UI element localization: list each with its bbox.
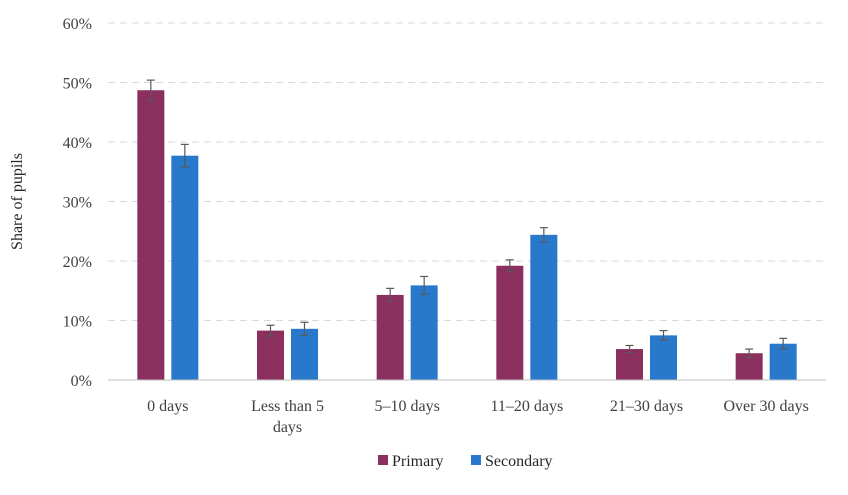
y-tick-label: 60% xyxy=(63,16,92,33)
x-tick-label: 21–30 days xyxy=(610,398,683,415)
legend-swatch xyxy=(378,455,388,465)
legend-item-secondary: Secondary xyxy=(471,453,553,470)
bar-secondary xyxy=(291,328,318,380)
error-bar xyxy=(300,321,309,336)
y-tick-label: 10% xyxy=(63,314,92,331)
bars xyxy=(137,90,797,381)
error-bar xyxy=(779,337,788,350)
bar-primary xyxy=(376,294,404,380)
error-bar xyxy=(266,324,275,337)
legend-swatch xyxy=(471,455,481,465)
bar-primary xyxy=(257,330,284,380)
x-tick-label: 5–10 days xyxy=(375,398,440,415)
legend: Primary Secondary xyxy=(378,453,553,470)
legend-label: Primary xyxy=(392,453,444,470)
y-tick-labels: 0% 10% 20% 30% 40% 50% 60% xyxy=(63,16,92,390)
x-tick-label: Less than 5 days xyxy=(251,398,324,436)
bar-secondary xyxy=(769,343,797,380)
bar-primary xyxy=(137,90,165,381)
y-tick-label: 20% xyxy=(63,254,92,271)
error-bars xyxy=(146,79,788,358)
x-tick-labels: 0 days Less than 5 days 5–10 days 11–20 days… xyxy=(147,398,809,436)
error-bar xyxy=(420,275,429,295)
bar-secondary xyxy=(530,234,558,380)
y-tick-label: 0% xyxy=(71,373,92,390)
legend-label: Secondary xyxy=(485,453,553,470)
error-bar xyxy=(505,259,514,273)
y-axis-label: Share of pupils xyxy=(9,153,26,250)
error-bar xyxy=(539,227,548,243)
error-bar xyxy=(745,348,754,358)
error-bar xyxy=(180,143,189,168)
error-bar xyxy=(625,344,634,354)
bar-primary xyxy=(496,265,524,380)
error-bar xyxy=(146,79,155,101)
bar-secondary xyxy=(650,335,677,380)
bar-secondary xyxy=(171,155,199,380)
bar-secondary xyxy=(410,285,438,380)
x-tick-label: 11–20 days xyxy=(490,398,563,415)
error-bar xyxy=(386,287,395,303)
y-tick-label: 50% xyxy=(63,76,92,93)
x-tick-label: Over 30 days xyxy=(724,398,809,415)
y-tick-label: 30% xyxy=(63,195,92,212)
error-bar xyxy=(659,330,668,341)
gridlines xyxy=(108,22,826,321)
legend-item-primary: Primary xyxy=(378,453,444,470)
x-tick-label: 0 days xyxy=(147,398,188,415)
y-tick-label: 40% xyxy=(63,135,92,152)
bar-primary xyxy=(616,349,643,380)
